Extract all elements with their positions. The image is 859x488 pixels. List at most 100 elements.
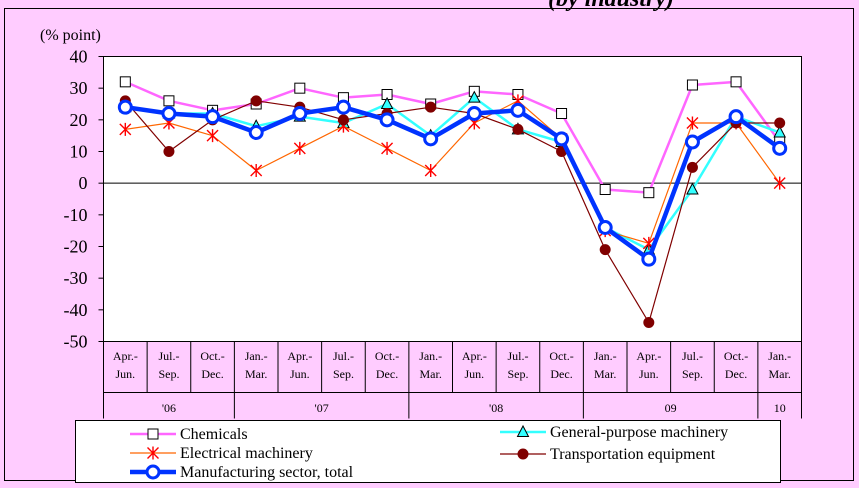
series-line [124,104,782,262]
x-tick-label: Mar. [245,367,267,381]
x-axis-categories: Apr.- Jun. Jul.- Sep. Oct.- Dec. Jan.- Mar. Apr.… [103,341,802,419]
x-tick-label: Jun. [639,367,659,381]
legend-marker [516,424,530,437]
data-point [686,116,699,130]
x-tick-label: Jan.- [245,349,268,363]
x-tick-label: Jan.- [768,349,791,363]
data-point [643,317,655,328]
legend: Chemicals General-purpose machinery Electr… [75,420,781,483]
data-point [250,164,263,177]
data-point [466,106,482,121]
series-line [125,96,781,251]
data-point [293,141,306,155]
series-manufacturing-sector-total [117,99,788,267]
x-tick-label: Mar. [420,367,442,381]
data-point [161,106,177,121]
x-tick-label: Jul.- [682,349,703,363]
data-point [119,122,132,136]
data-point [599,184,611,195]
legend-entry: Manufacturing sector, total [130,464,354,481]
data-point [730,76,742,88]
year-label: '06 [162,401,176,415]
y-axis-ticks: 40 30 20 10 0 -10 -20 -30 -40 -50 [64,47,104,352]
data-point [294,82,306,94]
x-tick-label: Oct.- [200,349,224,363]
legend-box [75,420,781,483]
x-tick-label: Dec. [376,367,398,381]
y-tick-label: -30 [64,268,88,288]
x-tick-label: Jul.- [158,349,179,363]
x-tick-label: Apr.- [113,349,138,363]
legend-marker [517,448,529,460]
data-point [250,95,262,107]
legend-marker [147,428,159,440]
x-tick-label: Sep. [507,367,528,381]
data-point [728,109,744,125]
x-tick-label: Mar. [769,367,791,381]
x-tick-label: Jun. [115,367,135,381]
chart-header-text: (by industry) [548,0,674,12]
y-tick-label: -40 [64,300,88,320]
x-tick-label: Dec. [725,367,747,381]
legend-entry: Chemicals [130,426,248,443]
data-point [379,112,395,128]
data-point [641,251,657,267]
y-tick-label: 40 [70,47,88,67]
x-tick-label: Jul.- [333,349,354,363]
legend-label: Electrical machinery [180,445,313,462]
legend-entry: Transportation equipment [500,446,716,463]
y-tick-label: -50 [64,332,88,352]
data-point [119,76,131,88]
data-point [117,99,133,115]
data-point [686,161,698,173]
data-point [335,99,351,115]
x-tick-label: Dec. [201,367,223,381]
data-point [423,131,439,147]
data-point [425,101,437,113]
data-point [773,176,786,190]
data-point [248,125,264,140]
legend-entry: General-purpose machinery [500,424,728,441]
data-point [554,131,570,147]
legend-label: Manufacturing sector, total [180,464,354,481]
series-line [125,100,781,244]
data-point [686,79,698,91]
x-tick-label: Apr.- [636,349,661,363]
data-point [205,109,221,125]
legend-label: Transportation equipment [550,446,716,463]
x-tick-label: Sep. [682,367,703,381]
y-tick-label: 30 [70,78,88,98]
data-point [206,129,219,143]
data-point [510,102,526,118]
data-point [773,125,787,138]
legend-entry: Electrical machinery [130,445,313,462]
data-point [686,182,699,195]
x-tick-label: Dec. [550,367,572,381]
year-label: '07 [315,401,329,415]
y-tick-label: 20 [70,110,88,130]
data-point [774,117,786,129]
y-tick-label: 10 [70,142,88,162]
x-tick-label: Mar. [594,367,616,381]
x-tick-label: Sep. [333,367,354,381]
x-tick-label: Apr.- [462,349,487,363]
data-point [597,220,613,235]
y-axis-title: (% point) [40,27,101,44]
x-tick-label: Sep. [158,367,179,381]
legend-label: General-purpose machinery [550,424,728,441]
year-label: 09 [665,401,677,415]
plot-area [103,56,802,342]
data-point [163,146,175,157]
legend-marker [147,446,159,460]
series-group [117,76,788,328]
y-tick-label: 0 [79,173,88,193]
x-tick-label: Jan.- [594,349,617,363]
data-point [772,140,788,156]
legend-marker [145,464,161,480]
year-label: 10 [774,401,786,415]
data-point [381,141,394,155]
data-point [512,123,524,135]
data-point [556,108,568,119]
